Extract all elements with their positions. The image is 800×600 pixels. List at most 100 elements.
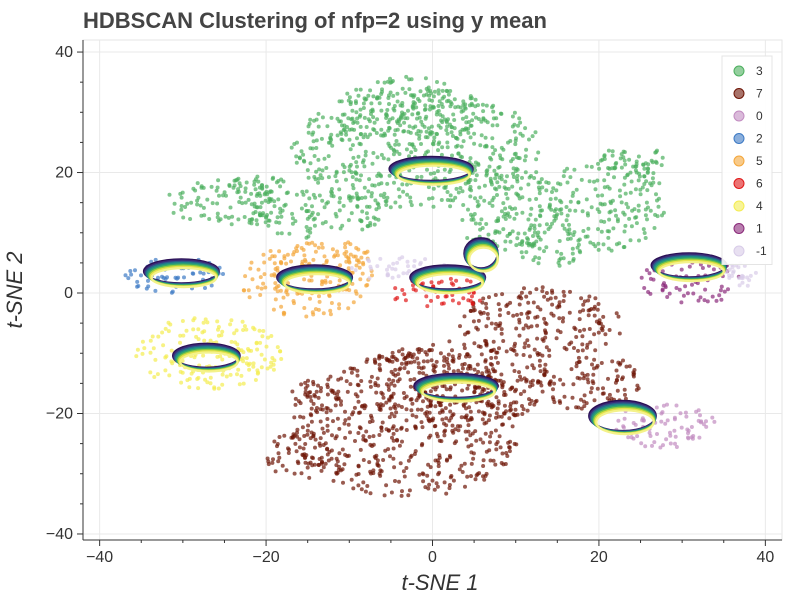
cluster-point xyxy=(292,415,297,420)
legend-box xyxy=(721,55,773,265)
cluster-point xyxy=(269,210,274,215)
cluster-point xyxy=(650,443,654,448)
cluster-point xyxy=(384,483,389,488)
cluster-point xyxy=(471,217,476,222)
cluster-point xyxy=(377,433,382,437)
cluster-point xyxy=(468,279,473,284)
cluster-point xyxy=(392,465,397,470)
cluster-point xyxy=(458,324,462,329)
cluster-point xyxy=(416,111,421,116)
cluster-point xyxy=(387,264,391,269)
cluster-point xyxy=(369,374,374,379)
cluster-point xyxy=(529,398,534,403)
cluster-point xyxy=(468,364,473,369)
cluster-point xyxy=(313,445,317,450)
cluster-point xyxy=(664,437,669,442)
cluster-point xyxy=(660,287,665,292)
cluster-point xyxy=(392,108,397,113)
cluster-point xyxy=(236,367,241,372)
cluster-point xyxy=(382,493,387,498)
cluster-point xyxy=(262,357,267,362)
cluster-point xyxy=(623,392,627,397)
cluster-point xyxy=(582,393,587,398)
cluster-point xyxy=(458,132,463,137)
prototype-loop xyxy=(409,264,487,295)
cluster-point xyxy=(295,427,300,432)
cluster-point xyxy=(328,280,333,285)
cluster-point xyxy=(358,124,363,129)
cluster-point xyxy=(359,379,364,383)
cluster-point xyxy=(310,240,315,245)
cluster-point xyxy=(425,167,429,172)
cluster-point xyxy=(345,91,350,96)
cluster-point xyxy=(264,184,269,189)
cluster-point xyxy=(426,126,431,131)
cluster-point xyxy=(482,198,487,203)
cluster-point xyxy=(439,118,444,123)
cluster-point xyxy=(297,445,302,450)
cluster-point xyxy=(527,137,531,142)
cluster-point xyxy=(307,390,311,395)
cluster-point xyxy=(347,196,352,201)
cluster-point xyxy=(439,152,444,157)
cluster-point xyxy=(427,196,431,201)
cluster-point xyxy=(529,206,534,211)
cluster-point xyxy=(424,129,429,134)
cluster-point xyxy=(437,453,442,458)
cluster-point xyxy=(320,176,325,181)
cluster-point xyxy=(408,195,413,200)
cluster-point xyxy=(330,433,334,438)
cluster-point xyxy=(191,186,196,191)
cluster-point xyxy=(581,302,586,307)
cluster-point xyxy=(379,92,384,96)
cluster-point xyxy=(436,142,441,147)
cluster-point xyxy=(205,197,210,202)
cluster-point xyxy=(582,299,587,304)
cluster-point xyxy=(515,192,520,197)
cluster-point xyxy=(254,193,259,198)
cluster-point xyxy=(381,458,386,462)
cluster-point xyxy=(278,349,282,354)
cluster-point xyxy=(220,357,225,362)
cluster-point xyxy=(372,357,377,362)
cluster-point xyxy=(448,193,453,198)
cluster-point xyxy=(214,188,219,193)
cluster-point xyxy=(301,192,306,197)
cluster-point xyxy=(216,218,221,223)
cluster-point xyxy=(730,274,734,278)
cluster-point xyxy=(561,316,566,321)
cluster-point xyxy=(510,362,515,367)
cluster-point xyxy=(576,348,580,353)
cluster-point xyxy=(543,335,548,340)
cluster-point xyxy=(681,293,686,298)
cluster-point xyxy=(587,294,592,299)
cluster-point xyxy=(470,294,474,299)
cluster-point xyxy=(316,395,321,400)
cluster-point xyxy=(515,236,520,241)
cluster-point xyxy=(613,208,618,213)
cluster-point xyxy=(408,377,413,382)
cluster-point xyxy=(668,430,672,435)
cluster-point xyxy=(514,155,519,160)
cluster-point xyxy=(340,447,345,452)
cluster-point xyxy=(663,421,668,426)
cluster-point xyxy=(642,166,647,171)
cluster-point xyxy=(385,273,390,278)
cluster-point xyxy=(431,342,436,347)
cluster-point xyxy=(358,87,363,92)
cluster-point xyxy=(524,294,529,299)
cluster-point xyxy=(326,154,331,159)
cluster-point xyxy=(559,200,564,205)
cluster-point xyxy=(360,227,365,232)
cluster-point xyxy=(335,249,340,254)
cluster-point xyxy=(446,352,451,357)
cluster-point xyxy=(539,383,544,388)
cluster-point xyxy=(139,273,143,278)
cluster-point xyxy=(501,339,506,343)
cluster-point xyxy=(471,305,476,309)
legend-label: 0 xyxy=(756,109,763,123)
cluster-point xyxy=(294,160,299,165)
cluster-point xyxy=(330,388,335,393)
cluster-point xyxy=(532,347,537,352)
cluster-point xyxy=(474,325,479,330)
